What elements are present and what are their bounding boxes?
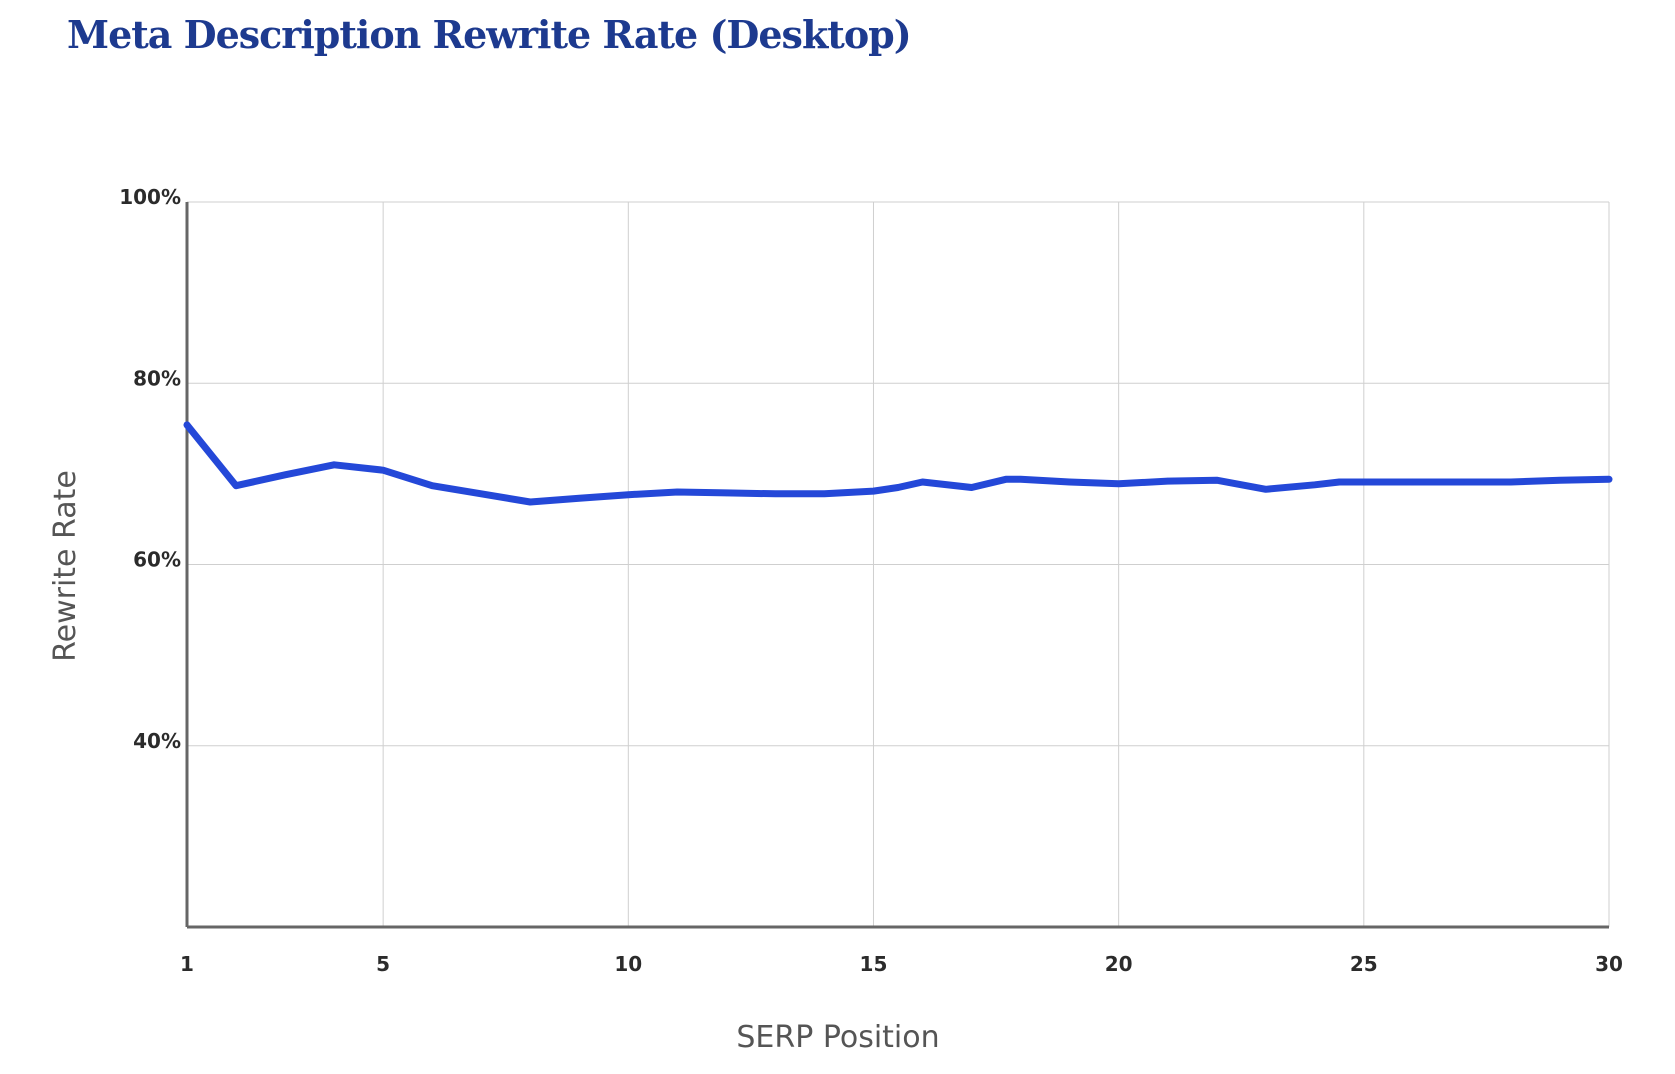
x-tick-label: 5 (376, 952, 390, 976)
x-tick-label: 1 (180, 952, 194, 976)
data-point (281, 471, 289, 478)
data-point (232, 482, 240, 489)
data-point (527, 498, 534, 506)
data-point (674, 488, 681, 496)
x-axis-title: SERP Position (736, 1020, 939, 1055)
data-point (478, 490, 485, 498)
data-point (1336, 478, 1343, 486)
y-tick-label: 100% (119, 185, 181, 209)
data-point (1213, 477, 1220, 484)
data-point (1002, 476, 1010, 483)
x-tick-label: 30 (1595, 952, 1623, 976)
data-point (428, 482, 436, 489)
data-point (1605, 476, 1613, 483)
data-point (968, 484, 975, 491)
data-point (1556, 477, 1564, 484)
y-tick-label: 80% (133, 366, 181, 390)
data-point (625, 491, 632, 498)
data-point (1507, 478, 1515, 486)
data-point (1311, 481, 1318, 488)
data-point (379, 467, 387, 474)
y-axis-title: Rewrite Rate (48, 470, 83, 662)
data-point (1262, 486, 1269, 493)
x-tick-label: 15 (860, 952, 888, 976)
data-point (1115, 480, 1122, 488)
data-point (821, 490, 828, 498)
data-point (1164, 477, 1171, 485)
data-point (919, 478, 926, 486)
data-point (576, 495, 583, 502)
data-point (723, 489, 730, 497)
data-point (1409, 478, 1417, 486)
data-point (1360, 478, 1368, 486)
x-tick-label: 20 (1105, 952, 1133, 976)
y-tick-label: 40% (133, 729, 181, 753)
data-point (183, 421, 191, 429)
data-point (1458, 478, 1466, 486)
data-point (772, 490, 779, 498)
x-tick-label: 25 (1350, 952, 1378, 976)
data-point (1066, 478, 1073, 486)
x-tick-label: 10 (614, 952, 642, 976)
y-tick-label: 60% (133, 548, 181, 572)
data-point (330, 461, 338, 469)
data-point (870, 487, 877, 495)
chart-title: Meta Description Rewrite Rate (Desktop) (67, 12, 912, 57)
data-point (1017, 476, 1024, 483)
data-point (894, 484, 902, 491)
